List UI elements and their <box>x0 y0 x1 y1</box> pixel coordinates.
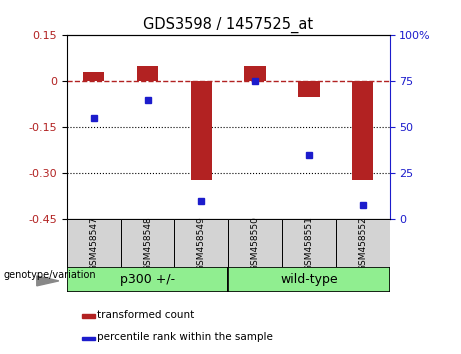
Bar <box>121 219 174 267</box>
Text: GSM458552: GSM458552 <box>358 216 367 271</box>
Bar <box>174 219 228 267</box>
Bar <box>67 267 228 292</box>
Bar <box>67 219 121 267</box>
Text: GSM458548: GSM458548 <box>143 216 152 271</box>
Text: p300 +/-: p300 +/- <box>120 273 175 286</box>
Text: genotype/variation: genotype/variation <box>3 270 96 280</box>
Bar <box>190 81 212 179</box>
Bar <box>282 219 336 267</box>
Bar <box>352 81 373 179</box>
Text: GSM458549: GSM458549 <box>197 216 206 271</box>
Bar <box>137 66 158 81</box>
Text: GSM458551: GSM458551 <box>304 216 313 271</box>
Bar <box>228 267 390 292</box>
Text: transformed count: transformed count <box>97 310 195 320</box>
Bar <box>336 219 390 267</box>
Bar <box>83 72 105 81</box>
Text: GSM458550: GSM458550 <box>251 216 260 271</box>
Bar <box>228 219 282 267</box>
Text: wild-type: wild-type <box>280 273 337 286</box>
Title: GDS3598 / 1457525_at: GDS3598 / 1457525_at <box>143 16 313 33</box>
Bar <box>82 337 95 340</box>
Bar <box>82 314 95 318</box>
Polygon shape <box>37 276 59 286</box>
Text: percentile rank within the sample: percentile rank within the sample <box>97 332 273 342</box>
Text: GSM458547: GSM458547 <box>89 216 98 271</box>
Bar <box>298 81 319 97</box>
Bar <box>244 66 266 81</box>
